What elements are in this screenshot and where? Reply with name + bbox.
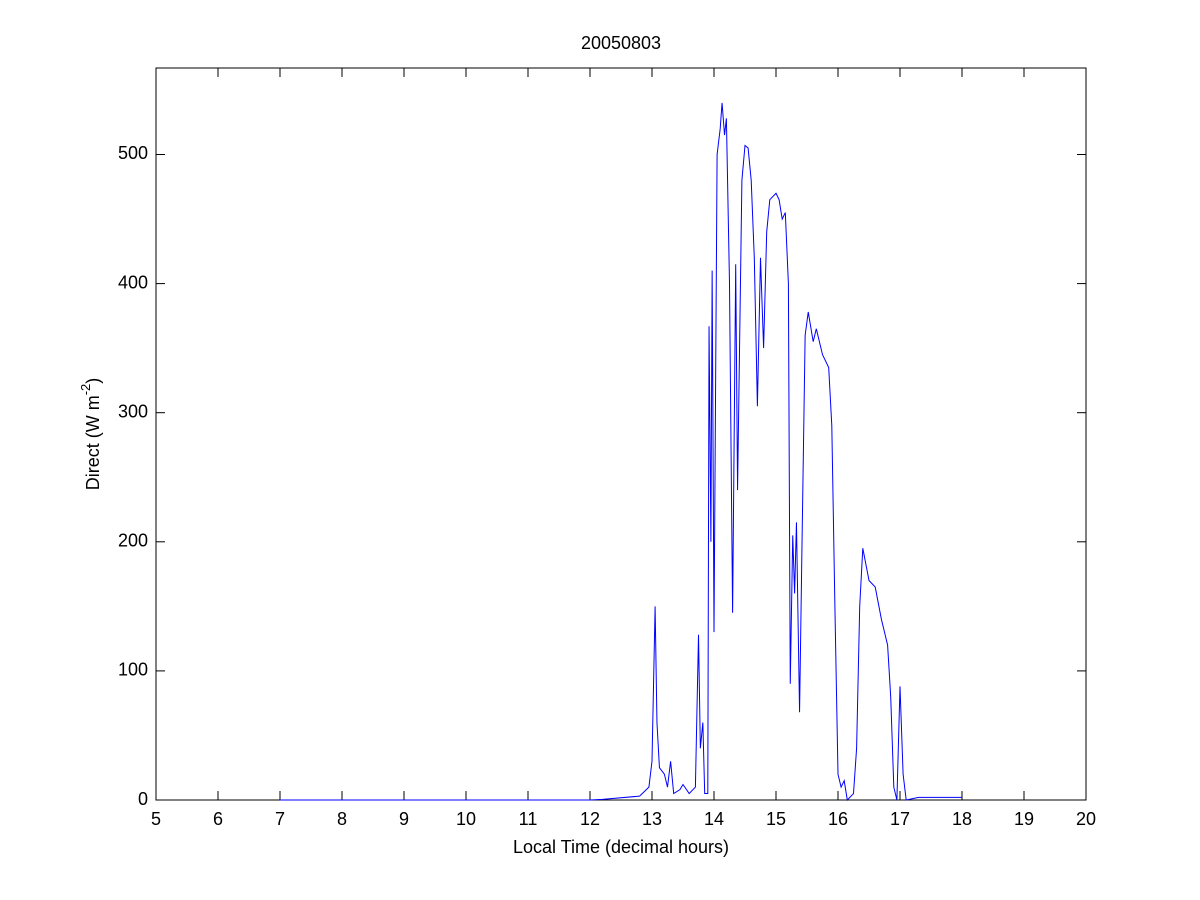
x-tick-label: 11 <box>519 809 538 829</box>
y-tick-label: 100 <box>118 660 148 680</box>
x-tick-label: 18 <box>952 809 972 829</box>
x-tick-label: 19 <box>1014 809 1034 829</box>
x-tick-label: 15 <box>766 809 786 829</box>
x-tick-label: 16 <box>828 809 848 829</box>
y-label-sup: -2 <box>78 384 93 396</box>
y-tick-label: 0 <box>138 789 148 809</box>
x-tick-label: 8 <box>337 809 347 829</box>
x-tick-label: 5 <box>151 809 161 829</box>
x-tick-label: 6 <box>213 809 223 829</box>
x-tick-label: 13 <box>642 809 662 829</box>
x-tick-label: 12 <box>580 809 600 829</box>
x-axis-label: Local Time (decimal hours) <box>513 837 729 857</box>
x-tick-label: 17 <box>890 809 910 829</box>
y-label-suffix: ) <box>83 378 103 384</box>
x-tick-label: 20 <box>1076 809 1096 829</box>
x-tick-label: 9 <box>399 809 409 829</box>
y-tick-label: 300 <box>118 401 148 421</box>
data-line <box>280 102 962 802</box>
x-tick-label: 14 <box>704 809 724 829</box>
x-tick-label: 10 <box>456 809 476 829</box>
y-label-text: Direct (W m <box>83 395 103 490</box>
y-tick-label: 200 <box>118 531 148 551</box>
y-tick-label: 400 <box>118 272 148 292</box>
x-tick-label: 7 <box>275 809 285 829</box>
chart-title: 20050803 <box>581 33 661 53</box>
plot-area <box>155 67 1087 801</box>
y-axis-label: Direct (W m-2) <box>78 378 102 491</box>
y-tick-label: 500 <box>118 143 148 163</box>
